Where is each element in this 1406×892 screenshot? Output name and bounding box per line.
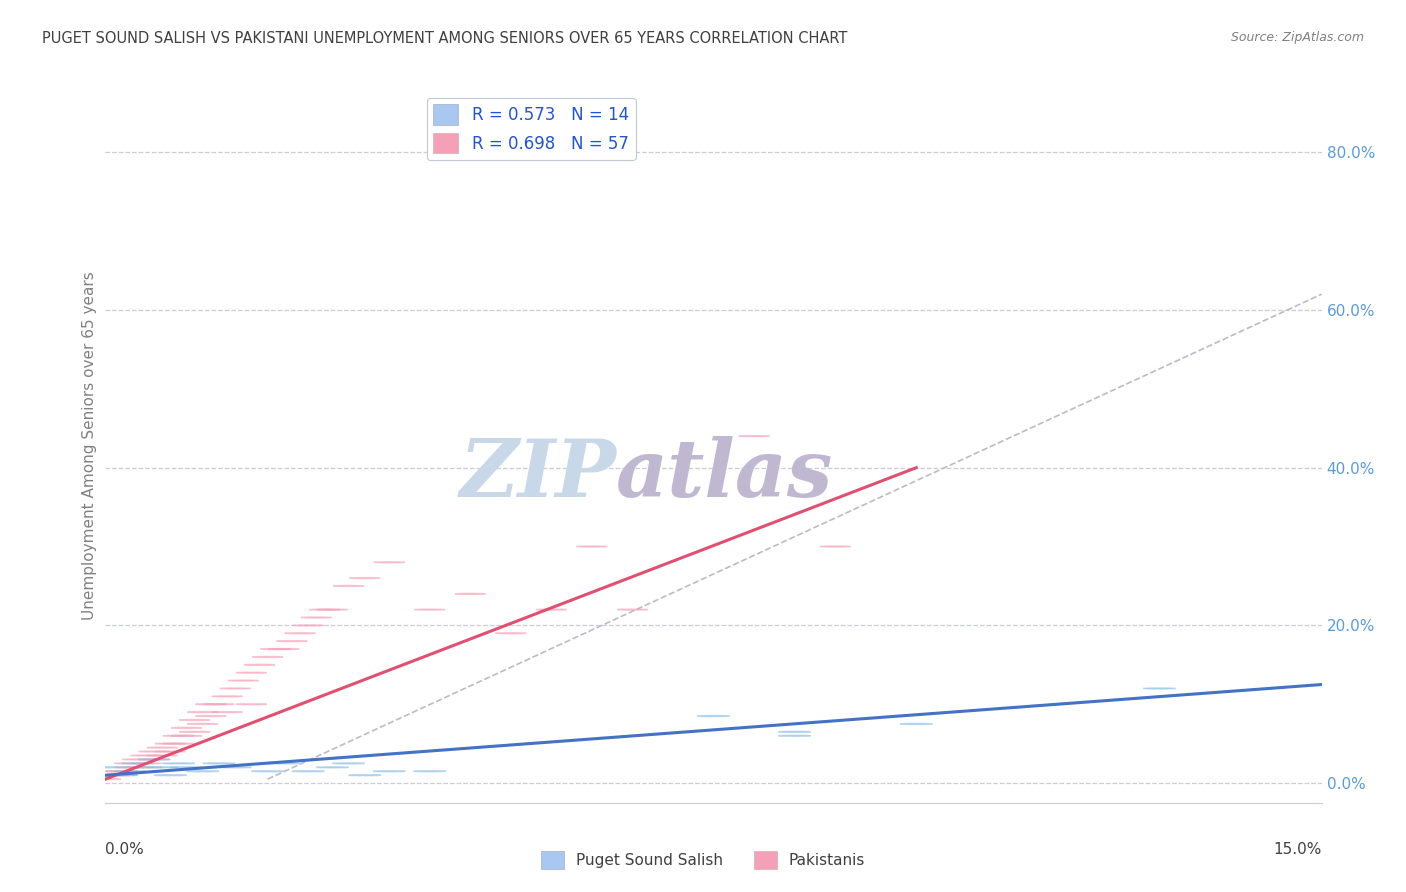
Ellipse shape [212,712,242,713]
Ellipse shape [236,704,267,705]
Ellipse shape [267,763,299,764]
Ellipse shape [212,696,242,697]
Ellipse shape [373,771,405,772]
Text: PUGET SOUND SALISH VS PAKISTANI UNEMPLOYMENT AMONG SENIORS OVER 65 YEARS CORRELA: PUGET SOUND SALISH VS PAKISTANI UNEMPLOY… [42,31,848,46]
Ellipse shape [187,712,218,713]
Ellipse shape [129,767,162,768]
Ellipse shape [131,763,162,764]
Ellipse shape [195,704,226,705]
Text: Source: ZipAtlas.com: Source: ZipAtlas.com [1230,31,1364,45]
Ellipse shape [97,767,129,768]
Text: 15.0%: 15.0% [1274,842,1322,857]
Ellipse shape [155,751,186,752]
Ellipse shape [316,767,349,768]
Ellipse shape [138,759,170,760]
Ellipse shape [900,723,932,724]
Ellipse shape [292,771,325,772]
Ellipse shape [204,704,235,705]
Ellipse shape [179,731,209,732]
Ellipse shape [170,767,202,768]
Ellipse shape [374,562,405,563]
Ellipse shape [187,723,218,724]
Ellipse shape [122,759,153,760]
Ellipse shape [89,774,122,776]
Ellipse shape [333,585,364,586]
Ellipse shape [413,771,446,772]
Legend: R = 0.573   N = 14, R = 0.698   N = 57: R = 0.573 N = 14, R = 0.698 N = 57 [426,97,636,160]
Ellipse shape [202,763,235,764]
Ellipse shape [107,771,136,772]
Ellipse shape [114,763,145,764]
Ellipse shape [219,767,252,768]
Ellipse shape [536,609,567,610]
Ellipse shape [349,774,381,776]
Ellipse shape [114,771,146,772]
Legend: Puget Sound Salish, Pakistanis: Puget Sound Salish, Pakistanis [534,845,872,875]
Ellipse shape [172,735,202,736]
Ellipse shape [195,715,226,716]
Ellipse shape [738,435,769,436]
Ellipse shape [162,763,194,764]
Ellipse shape [576,546,607,547]
Ellipse shape [415,609,446,610]
Ellipse shape [219,688,250,689]
Ellipse shape [252,771,284,772]
Ellipse shape [98,775,129,776]
Ellipse shape [98,771,129,772]
Ellipse shape [90,779,121,780]
Ellipse shape [114,767,145,768]
Ellipse shape [139,759,170,760]
Text: atlas: atlas [616,436,834,513]
Ellipse shape [107,775,136,776]
Ellipse shape [318,609,347,610]
Ellipse shape [332,763,366,764]
Ellipse shape [277,640,308,641]
Ellipse shape [456,593,485,594]
Ellipse shape [131,755,162,756]
Ellipse shape [820,546,851,547]
Ellipse shape [228,680,259,681]
Ellipse shape [697,715,730,716]
Ellipse shape [146,767,179,768]
Ellipse shape [187,771,219,772]
Ellipse shape [617,609,648,610]
Ellipse shape [105,774,138,776]
Ellipse shape [284,632,315,633]
Y-axis label: Unemployment Among Seniors over 65 years: Unemployment Among Seniors over 65 years [82,272,97,620]
Text: ZIP: ZIP [460,436,616,513]
Ellipse shape [155,774,187,776]
Ellipse shape [163,743,194,744]
Ellipse shape [269,648,299,649]
Ellipse shape [779,735,811,736]
Ellipse shape [309,609,340,610]
Ellipse shape [1143,688,1175,689]
Ellipse shape [779,731,811,732]
Ellipse shape [122,767,153,768]
Ellipse shape [172,727,202,729]
Ellipse shape [350,578,380,579]
Ellipse shape [122,763,155,764]
Ellipse shape [163,735,194,736]
Ellipse shape [292,625,323,626]
Ellipse shape [301,617,332,618]
Ellipse shape [495,632,526,633]
Ellipse shape [90,775,121,776]
Ellipse shape [146,747,177,748]
Text: 0.0%: 0.0% [105,842,145,857]
Ellipse shape [139,751,170,752]
Ellipse shape [155,743,186,744]
Ellipse shape [179,720,209,721]
Ellipse shape [146,755,177,756]
Ellipse shape [260,648,291,649]
